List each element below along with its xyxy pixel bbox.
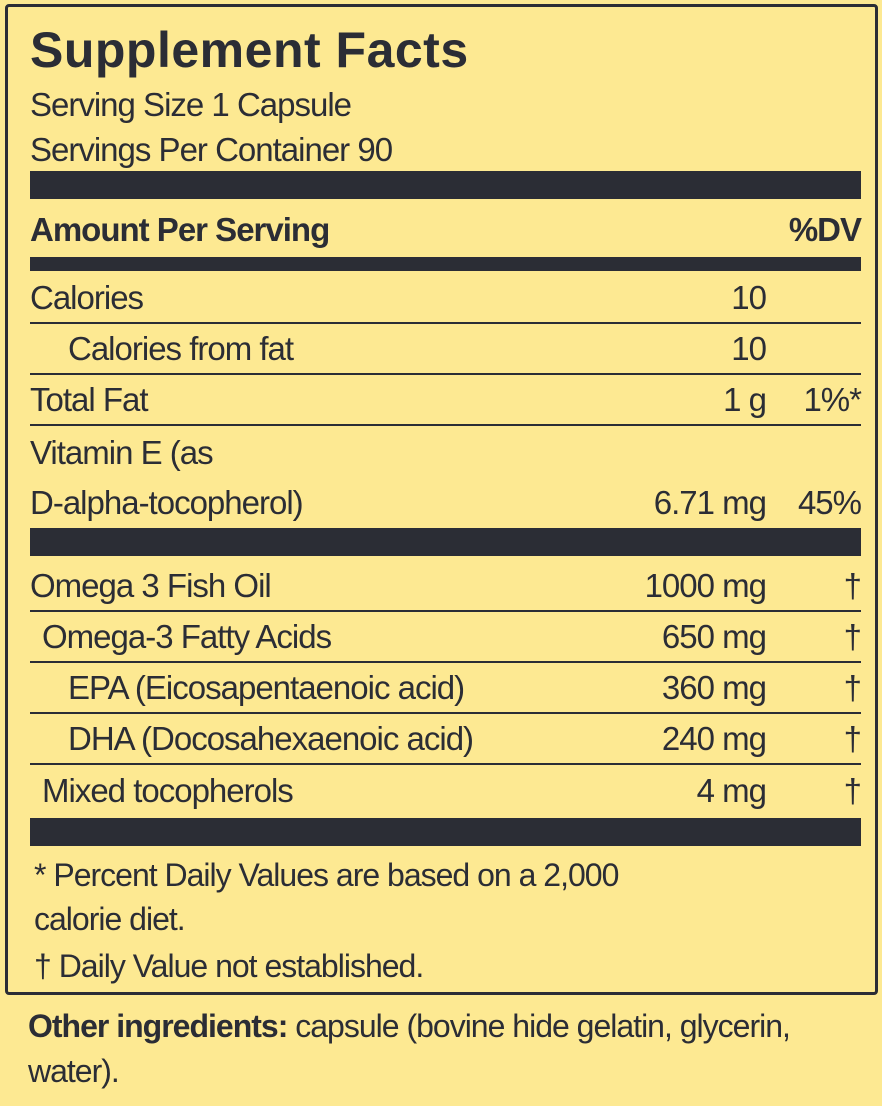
other-ingredients-label: Other ingredients: [28,1008,288,1044]
servings-per-container: Servings Per Container 90 [30,131,393,168]
nutrient-name: DHA (Docosahexaenoic acid) [68,719,474,757]
nutrient-row: Omega 3 Fish Oil 1000 mg † [30,561,862,612]
nutrient-row: Mixed tocopherols 4 mg † [30,765,862,816]
footnote-percent-dv-cont: calorie diet. [34,901,186,937]
nutrient-name: D-alpha-tocopherol) [30,483,304,521]
dv-label: %DV [788,211,862,248]
nutrient-row: Omega-3 Fatty Acids 650 mg † [30,612,862,663]
nutrient-row: Vitamin E (as [30,427,861,478]
nutrient-amount: 650 mg [661,617,767,655]
nutrient-dv: † [843,617,862,655]
nutrient-amount: 1 g [723,380,767,418]
nutrient-amount: 6.71 mg [653,483,767,521]
footnote-dagger: † Daily Value not established. [34,948,424,984]
nutrient-amount: 10 [731,278,767,316]
amount-per-serving-label: Amount Per Serving [30,211,330,248]
serving-size: Serving Size 1 Capsule [30,86,352,123]
nutrient-row: Total Fat 1 g 1%* [30,375,862,426]
nutrient-name: Total Fat [30,380,149,418]
panel-title: Supplement Facts [30,22,469,78]
nutrient-name: Omega 3 Fish Oil [30,566,272,604]
supplement-facts-panel: Supplement Facts Serving Size 1 Capsule … [5,4,878,995]
nutrient-amount: 1000 mg [644,566,767,604]
nutrient-dv: † [843,668,862,706]
nutrient-amount: 4 mg [696,771,767,809]
nutrient-amount: 240 mg [661,719,767,757]
nutrient-name: Vitamin E (as [30,433,214,471]
nutrient-amount: 10 [731,329,767,367]
nutrient-dv: 45% [797,483,862,521]
nutrient-dv: † [843,566,862,604]
nutrient-name: Omega-3 Fatty Acids [42,617,332,655]
medium-divider [30,257,861,271]
nutrient-name: EPA (Eicosapentaenoic acid) [68,668,465,706]
thick-divider [30,818,861,846]
nutrient-dv: † [843,771,862,809]
nutrient-amount: 360 mg [661,668,767,706]
amount-header-row: Amount Per Serving %DV [30,203,862,257]
footnote-percent-dv: * Percent Daily Values are based on a 2,… [34,857,619,893]
nutrient-dv: † [843,719,862,757]
nutrient-name: Calories [30,278,144,316]
nutrient-dv: 1%* [803,380,862,418]
thick-divider [30,171,861,199]
other-ingredients-text: capsule (bovine hide gelatin, glycerin, … [28,1008,791,1089]
nutrient-row: D-alpha-tocopherol) 6.71 mg 45% [30,477,862,528]
nutrient-name: Calories from fat [68,329,294,367]
nutrient-row: EPA (Eicosapentaenoic acid) 360 mg † [30,663,862,714]
nutrient-row: DHA (Docosahexaenoic acid) 240 mg † [30,714,862,765]
nutrient-name: Mixed tocopherols [42,771,294,809]
thick-divider [30,528,861,556]
nutrient-row: Calories from fat 10 [30,324,861,375]
nutrient-row: Calories 10 [30,273,861,324]
other-ingredients: Other ingredients: capsule (bovine hide … [28,1004,858,1094]
